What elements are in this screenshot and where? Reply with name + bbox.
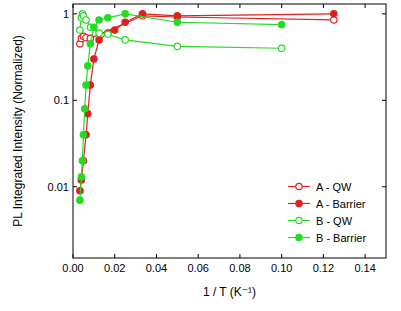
x-tick-top [281,4,282,8]
legend-label: A - Barrier [316,198,366,210]
y-tick-label: 1 [63,8,69,20]
data-point [91,56,97,62]
data-point [122,37,128,43]
data-point [96,30,102,36]
y-tick [73,13,77,14]
x-tick-top [156,4,157,8]
legend-label: B - QW [316,215,353,227]
x-tick-label: 0.08 [229,262,250,274]
x-tick-label: 0.10 [271,262,292,274]
y-tick-right [382,186,386,187]
y-tick-right [382,13,386,14]
x-tick [156,254,157,258]
x-tick-top [323,4,324,8]
series-line [80,14,282,200]
data-point [85,63,91,69]
legend-marker [296,234,302,240]
data-point [174,43,180,49]
x-tick [73,254,74,258]
x-tick-label: 0.12 [313,262,334,274]
x-tick-top [114,4,115,8]
x-axis-label: 1 / T (K⁻¹) [203,285,256,299]
legend-label: B - Barrier [316,232,366,244]
data-point [105,15,111,21]
data-point [80,132,86,138]
chart: 0.00 0.02 0.04 0.06 0.08 0.10 0.12 0.14 0.01 0.1 1… [0,0,401,311]
data-point [331,17,337,23]
x-tick-label: 0.06 [187,262,208,274]
data-point [96,37,102,43]
data-point [174,13,180,19]
legend-marker [296,183,302,189]
data-point [278,45,284,51]
x-tick [281,254,282,258]
y-tick-right [382,100,386,101]
data-point [112,27,118,33]
data-point [122,11,128,17]
x-tick-top [198,4,199,8]
plot-frame [73,4,386,258]
x-tick-label: 0.04 [146,262,167,274]
data-point [174,19,180,25]
data-point [83,82,89,88]
data-point [77,197,83,203]
x-tick-label: 0.14 [354,262,375,274]
data-point [122,19,128,25]
data-point [91,24,97,30]
y-tick [73,100,77,101]
data-point [83,17,89,23]
x-tick-top [239,4,240,8]
x-tick-label: 0.00 [62,262,83,274]
y-axis-label: PL Integrated Intensity (Normalized) [11,35,25,227]
series-line [80,14,334,191]
data-point [81,105,87,111]
data-point [78,174,84,180]
x-tick [239,254,240,258]
x-tick [114,254,115,258]
data-point [79,158,85,164]
data-point [77,27,83,33]
series-line [80,16,334,44]
background [0,0,401,311]
y-tick [73,186,77,187]
x-tick-label: 0.02 [104,262,125,274]
data-point [331,11,337,17]
legend-marker [296,200,302,206]
x-tick-top [365,4,366,8]
data-point [278,21,284,27]
x-tick [323,254,324,258]
legend-label: A - QW [316,181,352,193]
x-tick-top [73,4,74,8]
x-tick [198,254,199,258]
x-tick [365,254,366,258]
y-tick-label: 0.1 [54,94,69,106]
y-tick-label: 0.01 [48,181,69,193]
legend: A - QW A - Barrier B - QW B - Barrier [284,174,380,250]
data-point [105,31,111,37]
series-line [80,14,282,48]
data-point [96,17,102,23]
data-point [87,41,93,47]
legend-marker [296,217,302,223]
legend-box [284,174,380,250]
